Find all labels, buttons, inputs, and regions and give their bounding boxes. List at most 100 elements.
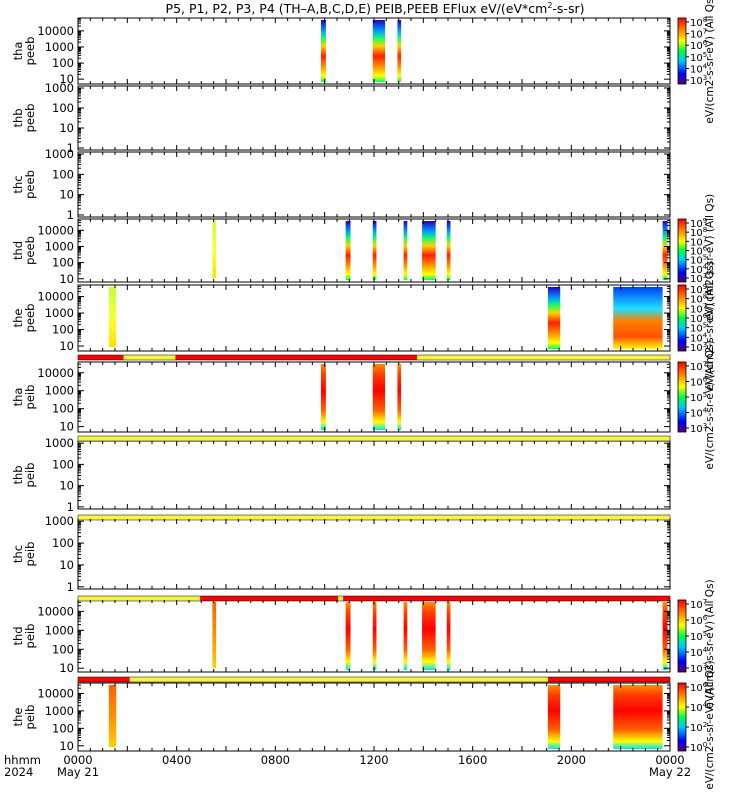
colorbar-tick-label: 109 (690, 217, 707, 230)
y-tick-label: 1000 (45, 704, 74, 718)
panel-label: thcpeeb (11, 170, 37, 199)
colorbar-tick-label: 109 (690, 283, 707, 296)
colorbar (677, 599, 687, 673)
y-tick-label: 10 (59, 121, 74, 135)
colorbar-label: eV/(cm2-s-sr-eV) (All Qs) (704, 340, 716, 469)
mode-bar-frame (77, 354, 671, 361)
colorbar (677, 17, 687, 85)
mode-bar-segment (175, 355, 418, 360)
y-tick-label: 1000 (45, 514, 74, 528)
figure-title: P5, P1, P2, P3, P4 (TH–A,B,C,D,E) PEIB,P… (166, 1, 585, 16)
y-tick-label: 100 (52, 256, 74, 270)
panel-thb-peeb: 1000 100 10 1 thbpeeb (11, 81, 671, 155)
colorbar (677, 361, 687, 433)
panel-label: thbpeib (11, 463, 37, 488)
colorbar-label: eV/(cm2-s-sr-eV) (All Qs) (704, 194, 716, 323)
y-tick-label: 1000 (45, 40, 74, 54)
mode-bar-segment (78, 515, 670, 520)
mode-bar (77, 676, 671, 683)
y-tick-label: 10 (59, 188, 74, 202)
colorbar-tick-label: 105 (690, 254, 707, 267)
x-tick-label: 0000 (63, 753, 92, 767)
spectral-burst (547, 685, 561, 749)
colorbar-tick-label: 107 (690, 235, 707, 248)
colorbar-tick-label: 106 (690, 376, 708, 389)
panel-label: thepeeb (11, 304, 37, 333)
spectral-burst (613, 287, 663, 349)
spectral-burst (547, 287, 561, 349)
panel-frame (77, 85, 671, 151)
y-tick-label: 10 (59, 479, 74, 493)
colorbar-tick-label: 104 (690, 331, 708, 344)
spectral-burst (212, 602, 217, 668)
x-year-label: 2024 (4, 765, 33, 779)
spectral-burst (403, 602, 408, 670)
panel-label: thbpeeb (11, 104, 37, 133)
spectral-burst (372, 20, 386, 82)
spectral-burst (108, 685, 117, 747)
mode-bar-segment (547, 677, 670, 682)
y-tick-label: 10000 (37, 290, 74, 304)
mode-bar-segment (78, 436, 670, 441)
colorbar-tick-label: 108 (690, 226, 707, 239)
panel-the-peeb: 10000100010010thepeeb1091081071061051041… (11, 261, 716, 390)
mode-bar-segment (78, 677, 130, 682)
spectral-burst (662, 602, 668, 670)
title-text: P5, P1, P2, P3, P4 (TH–A,B,C,D,E) PEIB,P… (166, 1, 548, 16)
colorbar-label: eV/(cm2-s-sr-eV) (All Qs) (704, 579, 716, 708)
colorbar-tick-label: 104 (690, 407, 708, 420)
y-tick-label: 1 (67, 500, 74, 514)
y-tick-label: 1 (67, 208, 74, 222)
mode-bar-segment (129, 677, 548, 682)
colorbar-tick-label: 106 (690, 245, 708, 258)
x-tick-label: 1200 (359, 753, 388, 767)
mode-bar-segment (78, 596, 201, 601)
colorbar-tick-label: 106 (690, 681, 708, 694)
y-tick-label: 10 (59, 339, 74, 353)
y-tick-label: 1 (67, 580, 74, 594)
spectral-burst (662, 221, 668, 280)
spectral-burst (422, 602, 436, 670)
title-text-end: -s-sr) (552, 1, 584, 16)
colorbar-tick-label: 106 (690, 312, 708, 325)
spectral-burst (212, 221, 217, 278)
spectral-burst (397, 364, 402, 430)
y-tick-label: 100 (52, 323, 74, 337)
colorbar-tick-label: 107 (690, 28, 707, 41)
spectral-burst (345, 602, 351, 670)
x-tick-label: 1600 (458, 753, 487, 767)
colorbar-tick-label: 104 (690, 263, 708, 276)
mode-bar-segment (343, 596, 670, 601)
y-tick-label: 100 (52, 721, 74, 735)
x-tick-label: 0400 (162, 753, 191, 767)
spectral-burst (345, 221, 351, 280)
y-tick-label: 10000 (37, 604, 74, 618)
y-tick-label: 10 (59, 420, 74, 434)
spectral-burst (397, 20, 402, 82)
y-tick-label: 100 (52, 101, 74, 115)
y-tick-label: 1000 (45, 239, 74, 253)
panels-group: 10000100010010thapeeb108107106105104103e… (11, 0, 716, 790)
y-tick-label: 10 (59, 72, 74, 86)
colorbar-tick-label: 104 (690, 701, 708, 714)
colorbar (677, 284, 687, 352)
colorbar-tick-label: 107 (690, 360, 707, 373)
y-tick-label: 1000 (45, 147, 74, 161)
panel-tha-peeb: 10000 1000 100 10 thapeeb 108107106105104103e… (11, 0, 716, 124)
mode-bar-segment (123, 355, 176, 360)
mode-bar-segment (200, 596, 339, 601)
y-tick-label: 10 (59, 661, 74, 675)
colorbar-tick-label: 103 (690, 74, 707, 87)
spectral-burst (372, 221, 377, 280)
panel-frame (77, 518, 671, 590)
colorbar-tick-label: 107 (690, 302, 707, 315)
spectral-burst (422, 221, 436, 280)
colorbar-tick-label: 108 (690, 16, 707, 29)
y-tick-label: 100 (52, 642, 74, 656)
y-tick-label: 100 (52, 167, 74, 181)
colorbar-tick-label: 104 (690, 646, 708, 659)
panel-frame (77, 682, 671, 752)
mode-bar-segment (78, 355, 124, 360)
spectral-burst (613, 685, 663, 749)
colorbar-tick-label: 103 (690, 422, 707, 435)
